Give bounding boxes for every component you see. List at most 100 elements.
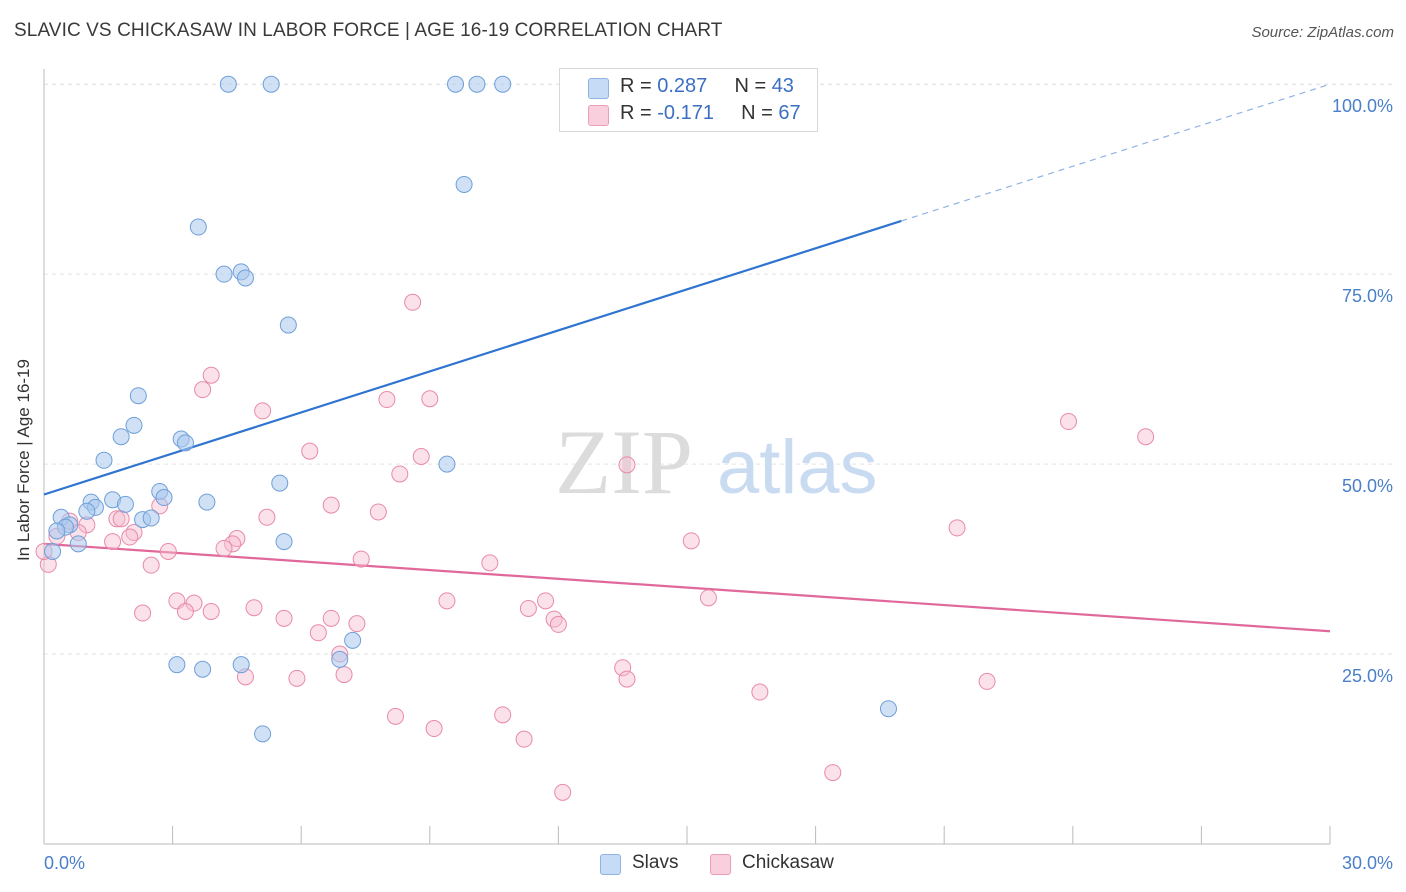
data-point-slavs [142,509,160,527]
data-point-chickasaw [421,390,439,408]
data-point-chickasaw [309,624,327,642]
data-point-slavs [48,522,66,540]
data-point-chickasaw [425,720,443,738]
data-point-chickasaw [618,456,636,474]
legend-swatch-chickasaw [710,854,731,875]
legend-n-value: 43 [771,75,794,97]
data-point-chickasaw [134,604,152,622]
legend-r-value: -0.171 [657,102,714,124]
data-point-chickasaw [258,508,276,526]
data-point-chickasaw [438,592,456,610]
watermark-atlas: atlas [717,425,878,510]
data-point-chickasaw [142,556,160,574]
data-point-chickasaw [245,599,263,617]
y-tick-label: 100.0% [1332,96,1393,116]
data-point-slavs [198,493,216,511]
data-point-slavs [215,265,233,283]
data-point-chickasaw [751,683,769,701]
data-point-slavs [116,495,134,513]
data-point-slavs [78,502,96,520]
data-point-chickasaw [404,293,422,311]
data-point-chickasaw [391,465,409,483]
data-point-slavs [168,656,186,674]
data-point-slavs [232,656,250,674]
data-point-chickasaw [288,669,306,687]
data-point-slavs [331,650,349,668]
data-point-chickasaw [104,533,122,551]
legend-label-slavs: Slavs [632,852,679,873]
data-point-chickasaw [387,707,405,725]
data-point-chickasaw [682,532,700,550]
grid-lines [44,83,1392,655]
legend-row-chickasaw: R = -0.171 N = 67 [620,102,801,128]
axes [43,69,1331,845]
data-point-slavs [69,535,87,553]
data-point-chickasaw [549,615,567,633]
legend-swatch-slavs [588,78,609,99]
data-point-chickasaw [224,535,242,553]
data-point-chickasaw [948,519,966,537]
data-point-slavs [494,75,512,93]
watermark-zip: ZIP [555,411,693,513]
data-point-slavs [236,269,254,287]
data-point-slavs [189,218,207,236]
data-point-slavs [125,416,143,434]
data-point-chickasaw [275,609,293,627]
data-point-chickasaw [369,503,387,521]
data-point-slavs [194,660,212,678]
data-point-chickasaw [121,528,139,546]
chart-title: SLAVIC VS CHICKASAW IN LABOR FORCE | AGE… [14,20,723,41]
data-point-slavs [879,700,897,718]
tick-labels: 25.0% 50.0% 75.0% 100.0% 0.0% 30.0% [44,96,1393,873]
data-point-chickasaw [494,706,512,724]
data-point-slavs [455,175,473,193]
data-point-chickasaw [481,554,499,572]
y-axis-label: In Labor Force | Age 16-19 [14,359,33,561]
data-point-slavs [44,542,62,560]
legend-label-chickasaw: Chickasaw [742,852,834,873]
legend-swatch-slavs [600,854,621,875]
y-tick-label: 50.0% [1342,476,1393,496]
data-point-slavs [438,455,456,473]
data-point-chickasaw [1137,428,1155,446]
trend-line-chickasaw [43,542,1331,633]
data-point-slavs [95,451,113,469]
data-point-chickasaw [108,510,126,528]
source-label: Source: ZipAtlas.com [1251,24,1394,41]
data-point-slavs [176,434,194,452]
data-point-slavs [129,387,147,405]
data-point-chickasaw [378,391,396,409]
data-point-chickasaw [1060,413,1078,431]
data-point-slavs [112,428,130,446]
data-point-chickasaw [537,592,555,610]
data-point-chickasaw [194,381,212,399]
data-point-chickasaw [824,764,842,782]
data-point-slavs [447,75,465,93]
data-point-chickasaw [699,589,717,607]
y-tick-label: 25.0% [1342,666,1393,686]
data-point-chickasaw [301,442,319,460]
data-point-slavs [344,631,362,649]
data-point-chickasaw [352,550,370,568]
data-point-chickasaw [515,730,533,748]
data-point-chickasaw [322,496,340,514]
data-point-chickasaw [618,670,636,688]
data-point-slavs [275,533,293,551]
trend-line-slavs-extension [901,83,1331,222]
x-tick-label: 30.0% [1342,853,1393,873]
data-point-chickasaw [159,542,177,560]
y-tick-label: 75.0% [1342,286,1393,306]
x-tick-label: 0.0% [44,853,85,873]
data-point-slavs [219,75,237,93]
data-point-chickasaw [335,666,353,684]
legend-r-value: 0.287 [657,75,708,97]
data-point-slavs [155,489,173,507]
legend-n-value: 67 [778,102,801,124]
legend-n-label: N = [734,75,772,97]
data-point-chickasaw [554,783,572,801]
legend-swatch-chickasaw [588,105,609,126]
legend-row-slavs: R = 0.287 N = 43 [620,75,794,101]
legend-n-label: N = [741,102,779,124]
data-point-slavs [271,474,289,492]
